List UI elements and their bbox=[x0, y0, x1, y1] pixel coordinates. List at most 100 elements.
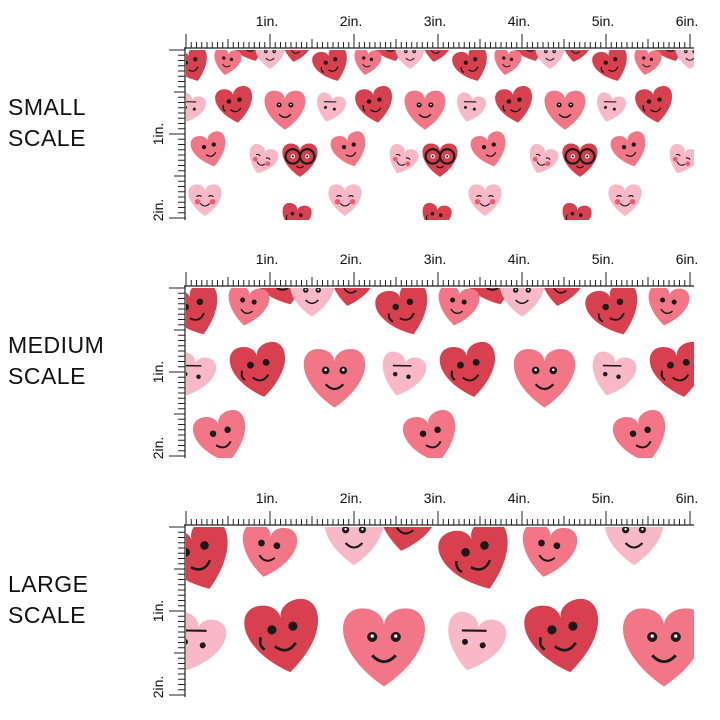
heart-face-motif bbox=[522, 527, 578, 577]
heart-face-motif bbox=[188, 184, 222, 216]
heart-face-motif bbox=[186, 92, 207, 122]
ruler-label-inch: 3in. bbox=[424, 251, 447, 267]
ruler-label-inch: 6in. bbox=[676, 13, 699, 29]
ruler-label-inch: 1in. bbox=[150, 123, 166, 146]
ruler-label-inch: 2in. bbox=[340, 490, 363, 506]
ruler-label-inch: 1in. bbox=[256, 490, 279, 506]
heart-face-motif bbox=[282, 50, 312, 62]
heart-face-motif bbox=[623, 608, 694, 687]
heart-face-motif bbox=[457, 92, 487, 122]
heart-face-motif bbox=[328, 184, 362, 216]
ruler-label-inch: 1in. bbox=[256, 251, 279, 267]
ruler-label-inch: 2in. bbox=[150, 199, 166, 222]
vertical-ruler: 1in. 2in. bbox=[150, 286, 186, 459]
heart-face-motif bbox=[382, 351, 427, 396]
heart-face-motif bbox=[379, 527, 438, 551]
horizontal-ruler: 1in. 2in. 3in. 4in. 5in. 6in. bbox=[184, 13, 699, 49]
ruler-label-inch: 5in. bbox=[592, 251, 615, 267]
heart-face-motif bbox=[422, 50, 452, 62]
fabric-preview-medium: 1in. 2in. 3in. 4in. 5in. 6in. 1in. 2in. bbox=[150, 251, 699, 459]
heart-face-motif bbox=[282, 143, 318, 177]
heart-face-motif bbox=[634, 50, 662, 75]
heart-face-motif bbox=[242, 527, 298, 577]
heart-face-motif bbox=[438, 288, 480, 326]
heart-face-motif bbox=[608, 184, 642, 216]
heart-face-motif bbox=[355, 86, 393, 123]
heart-face-motif bbox=[605, 527, 663, 566]
heart-face-motif bbox=[303, 349, 366, 408]
heart-face-motif bbox=[544, 90, 586, 130]
ruler-label-inch: 2in. bbox=[340, 251, 363, 267]
heart-face-motif bbox=[264, 90, 306, 130]
heart-face-motif bbox=[513, 349, 576, 408]
scale-label: SMALL SCALE bbox=[8, 92, 86, 154]
heart-pattern bbox=[186, 527, 694, 697]
scale-label-line1: MEDIUM bbox=[8, 332, 105, 358]
heart-face-motif bbox=[649, 342, 694, 397]
heart-face-motif bbox=[540, 288, 585, 306]
heart-face-motif bbox=[422, 203, 452, 220]
ruler-label-inch: 2in. bbox=[150, 676, 166, 699]
fabric-preview-small: 1in. 2in. 3in. 4in. 5in. 6in. 1in. 2in. bbox=[150, 13, 699, 222]
heart-face-motif bbox=[524, 598, 598, 673]
heart-face-motif bbox=[255, 50, 285, 70]
glasses-lens bbox=[298, 148, 316, 165]
scale-label: LARGE SCALE bbox=[8, 569, 88, 631]
heart-face-motif bbox=[669, 143, 694, 174]
heart-face-motif bbox=[375, 288, 428, 335]
heart-face-motif bbox=[354, 50, 382, 75]
ruler-label-inch: 2in. bbox=[340, 13, 363, 29]
scale-label: MEDIUM SCALE bbox=[8, 330, 104, 392]
heart-face-motif bbox=[500, 288, 544, 317]
heart-face-motif bbox=[592, 351, 637, 396]
heart-face-motif bbox=[188, 14, 221, 46]
heart-face-motif bbox=[597, 92, 627, 122]
heart-face-motif bbox=[330, 131, 366, 167]
ruler-label-inch: 1in. bbox=[256, 13, 279, 29]
heart-face-motif bbox=[422, 143, 458, 177]
heart-face-motif bbox=[190, 131, 226, 167]
heart-face-motif bbox=[193, 409, 246, 458]
heart-face-motif bbox=[215, 86, 253, 123]
heart-face-motif bbox=[613, 409, 666, 458]
ruler-label-inch: 1in. bbox=[150, 600, 166, 623]
heart-face-motif bbox=[214, 50, 242, 75]
ruler-label-inch: 4in. bbox=[508, 251, 531, 267]
heart-face-motif bbox=[229, 342, 286, 397]
heart-face-motif bbox=[186, 50, 207, 81]
scale-label-line1: SMALL bbox=[8, 94, 86, 120]
panel-large-scale: 1in. 2in. 3in. 4in. 5in. 6in. 1in. 2in. LARGE S… bbox=[0, 477, 720, 715]
heart-pattern bbox=[186, 288, 694, 458]
panel-medium-scale: 1in. 2in. 3in. 4in. 5in. 6in. 1in. 2in. MEDIUM … bbox=[0, 238, 720, 476]
glasses-lens bbox=[438, 148, 456, 165]
heart-face-motif bbox=[244, 598, 318, 673]
heart-face-motif bbox=[186, 527, 228, 589]
heart-face-motif bbox=[325, 527, 383, 566]
heart-face-motif bbox=[562, 143, 598, 177]
heart-face-motif bbox=[448, 611, 507, 671]
horizontal-ruler: 1in. 2in. 3in. 4in. 5in. 6in. bbox=[184, 251, 699, 287]
scale-label-line2: SCALE bbox=[8, 363, 86, 389]
ruler-label-inch: 3in. bbox=[424, 13, 447, 29]
heart-face-motif bbox=[495, 86, 533, 123]
ruler-label-inch: 4in. bbox=[508, 490, 531, 506]
heart-face-motif bbox=[562, 50, 592, 62]
heart-face-motif bbox=[389, 143, 419, 174]
ruler-label-inch: 6in. bbox=[676, 251, 699, 267]
heart-face-motif bbox=[186, 351, 217, 396]
vertical-ruler: 1in. 2in. bbox=[150, 525, 186, 699]
heart-face-motif bbox=[403, 409, 456, 458]
heart-face-motif bbox=[494, 50, 522, 75]
ruler-label-inch: 5in. bbox=[592, 13, 615, 29]
scale-label-line2: SCALE bbox=[8, 602, 86, 628]
heart-face-motif bbox=[468, 184, 502, 216]
heart-face-motif bbox=[317, 92, 347, 122]
heart-face-motif bbox=[330, 288, 375, 306]
heart-face-motif bbox=[535, 50, 565, 70]
heart-face-motif bbox=[438, 527, 508, 589]
heart-face-motif bbox=[186, 288, 218, 335]
heart-face-motif bbox=[562, 203, 592, 220]
ruler-label-inch: 5in. bbox=[592, 490, 615, 506]
scale-label-line1: LARGE bbox=[8, 571, 89, 597]
